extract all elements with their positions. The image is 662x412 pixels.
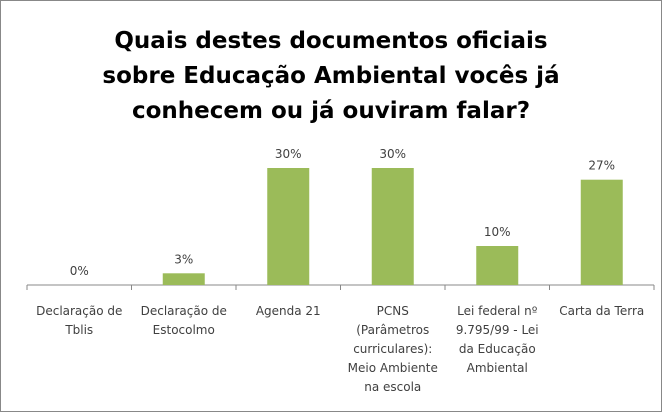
- chart-title: Quais destes documentos oficiais sobre E…: [102, 28, 560, 124]
- x-tick-label: Carta da Terra: [559, 304, 645, 318]
- bar: [267, 168, 310, 285]
- bar: [580, 179, 623, 285]
- x-tick-label: Declaração de Tblis: [36, 304, 123, 337]
- x-tick-label: Agenda 21: [255, 304, 321, 318]
- data-label: 30%: [379, 147, 406, 161]
- data-label: 30%: [275, 147, 302, 161]
- data-label: 3%: [174, 252, 193, 266]
- data-label: 10%: [484, 225, 511, 239]
- data-label: 0%: [70, 264, 89, 278]
- x-tick-label: PCNS (Parâmetros curriculares): Meio Amb…: [347, 304, 438, 394]
- x-tick-label: Declaração de Estocolmo: [140, 304, 227, 337]
- bar: [476, 246, 519, 285]
- bar: [162, 273, 205, 285]
- x-tick-label: Lei federal nº 9.795/99 - Lei da Educaçã…: [455, 304, 539, 375]
- bar: [371, 168, 414, 285]
- data-label: 27%: [588, 159, 615, 173]
